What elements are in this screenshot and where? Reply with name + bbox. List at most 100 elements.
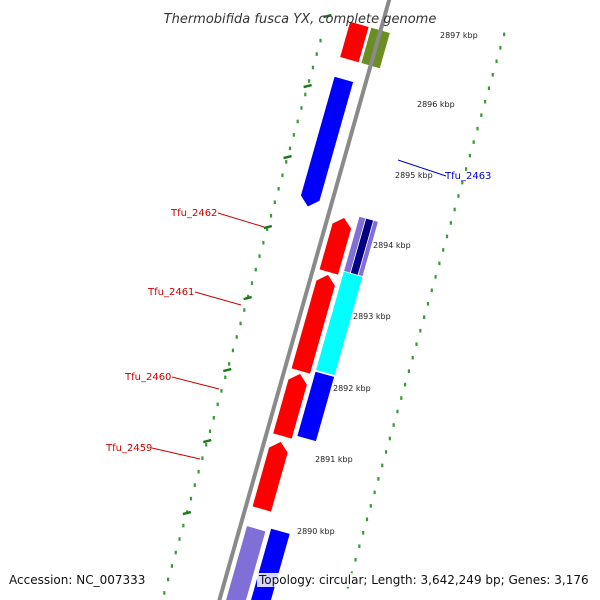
guide-dot-1: [205, 442, 208, 447]
scale-tick: [223, 367, 232, 373]
guide-dot-0: [468, 153, 471, 158]
scale-tick: [283, 154, 292, 160]
tfu-2463-leader-line: [397, 159, 447, 177]
tfu-2459-feature: [251, 440, 289, 513]
guide-dot-0: [407, 369, 411, 373]
guide-dot-0: [430, 288, 433, 293]
guide-dot-1: [212, 416, 215, 420]
guide-dot-1: [197, 469, 200, 474]
guide-dot-0: [484, 99, 487, 104]
guide-dot-1: [182, 523, 185, 528]
guide-dot-0: [445, 234, 449, 239]
guide-dot-1: [174, 550, 177, 555]
guide-dot-0: [354, 557, 357, 562]
scale-tick-label: 2890 kbp: [297, 527, 335, 536]
tfu-2463-feature: [300, 75, 355, 208]
guide-dot-1: [273, 200, 276, 205]
guide-dot-0: [419, 328, 422, 333]
guide-dot-0: [396, 409, 399, 414]
scale-tick: [303, 83, 312, 89]
tfu-2463-label[interactable]: Tfu_2463: [444, 171, 491, 182]
guide-dot-1: [292, 133, 295, 137]
guide-dot-1: [167, 577, 170, 582]
guide-dot-0: [503, 32, 506, 37]
genome-backbone: [217, 0, 392, 600]
tfu-2462-label[interactable]: Tfu_2462: [170, 208, 217, 219]
scale-tick-label: 2896 kbp: [417, 100, 455, 109]
guide-dot-1: [178, 537, 181, 541]
gene-labels: Tfu_2459 Tfu_2460 Tfu_2461 Tfu_2462 Tfu_2463: [105, 159, 491, 460]
guide-dot-0: [442, 248, 445, 252]
guide-dot-0: [491, 72, 494, 77]
lavender-gene-bottom: [225, 525, 267, 600]
guide-dot-0: [499, 46, 502, 50]
guide-dot-0: [457, 194, 460, 198]
guide-dot-1: [258, 254, 261, 258]
tfu-2460-label[interactable]: Tfu_2460: [124, 372, 171, 383]
guide-dot-0: [392, 423, 395, 427]
topology-text: Topology: circular; Length: 3,642,249 bp…: [257, 573, 591, 587]
guide-dot-0: [472, 140, 475, 144]
guide-dot-0: [476, 126, 479, 131]
guide-dot-0: [461, 180, 464, 185]
guide-dot-1: [170, 564, 174, 568]
guide-dot-1: [227, 362, 231, 366]
guide-dot-1: [216, 402, 219, 407]
tfu-2462-leader-line: [217, 212, 265, 228]
guide-dot-1: [277, 186, 280, 191]
guide-dot-1: [311, 65, 315, 70]
scale-tick-label: 2891 kbp: [315, 455, 353, 464]
guide-dot-0: [365, 517, 369, 522]
guide-dot-1: [224, 375, 227, 380]
scale-tick-label: 2894 kbp: [373, 241, 411, 250]
guide-dot-1: [163, 591, 166, 595]
guide-dot-0: [464, 167, 468, 171]
scale-tick-label: 2892 kbp: [333, 384, 371, 393]
guide-dot-0: [426, 301, 430, 306]
scale-tick-label: 2897 kbp: [440, 31, 478, 40]
guide-dot-0: [415, 342, 418, 346]
guide-dot-1: [239, 321, 242, 326]
guide-dot-0: [434, 275, 437, 279]
forward-gene-lower: [272, 372, 308, 440]
guide-dot-1: [315, 52, 318, 56]
guide-dot-1: [193, 483, 196, 487]
guide-dot-1: [231, 348, 234, 353]
tfu-2459-leader-line: [151, 447, 201, 460]
map-title: Thermobifida fusca YX, complete genome: [164, 12, 437, 27]
guide-dot-0: [377, 477, 380, 481]
scale-tick: [323, 13, 332, 19]
gene-features: [225, 20, 391, 600]
guide-dot-0: [384, 450, 388, 454]
tfu-2461-leader-line: [194, 291, 242, 306]
guide-dot-1: [281, 173, 284, 178]
guide-dot-1: [285, 160, 288, 164]
guide-dot-0: [480, 113, 483, 117]
scale-ticks: 2890 kbp 2891 kbp 2892 kbp 2893 kbp 2894 kbp…: [182, 13, 478, 536]
guide-dot-0: [423, 315, 426, 320]
scale-tick: [243, 295, 252, 301]
guide-dot-0: [358, 544, 361, 549]
guide-dot-1: [300, 106, 303, 110]
guide-dot-0: [411, 355, 414, 360]
guide-dot-1: [208, 429, 212, 434]
guide-dot-1: [304, 92, 307, 97]
guide-dot-1: [254, 267, 257, 272]
guide-dot-0: [388, 436, 391, 441]
guide-dot-1: [243, 308, 246, 312]
scale-tick-label: 2895 kbp: [395, 171, 433, 180]
guide-dot-0: [438, 261, 441, 266]
guide-dot-1: [220, 389, 223, 393]
tfu-2461-label[interactable]: Tfu_2461: [147, 287, 194, 298]
guide-dot-0: [403, 382, 407, 387]
scale-tick: [202, 438, 212, 444]
tfu-2459-label[interactable]: Tfu_2459: [105, 443, 152, 454]
forward-gene-top: [339, 20, 370, 64]
guide-dot-0: [449, 221, 452, 225]
scale-tick: [263, 224, 273, 230]
guide-dot-1: [262, 240, 265, 245]
accession-text: Accession: NC_007333: [7, 573, 148, 587]
guide-dot-0: [373, 490, 376, 495]
guide-dot-0: [381, 463, 384, 468]
tfu-2460-leader-line: [171, 376, 220, 390]
